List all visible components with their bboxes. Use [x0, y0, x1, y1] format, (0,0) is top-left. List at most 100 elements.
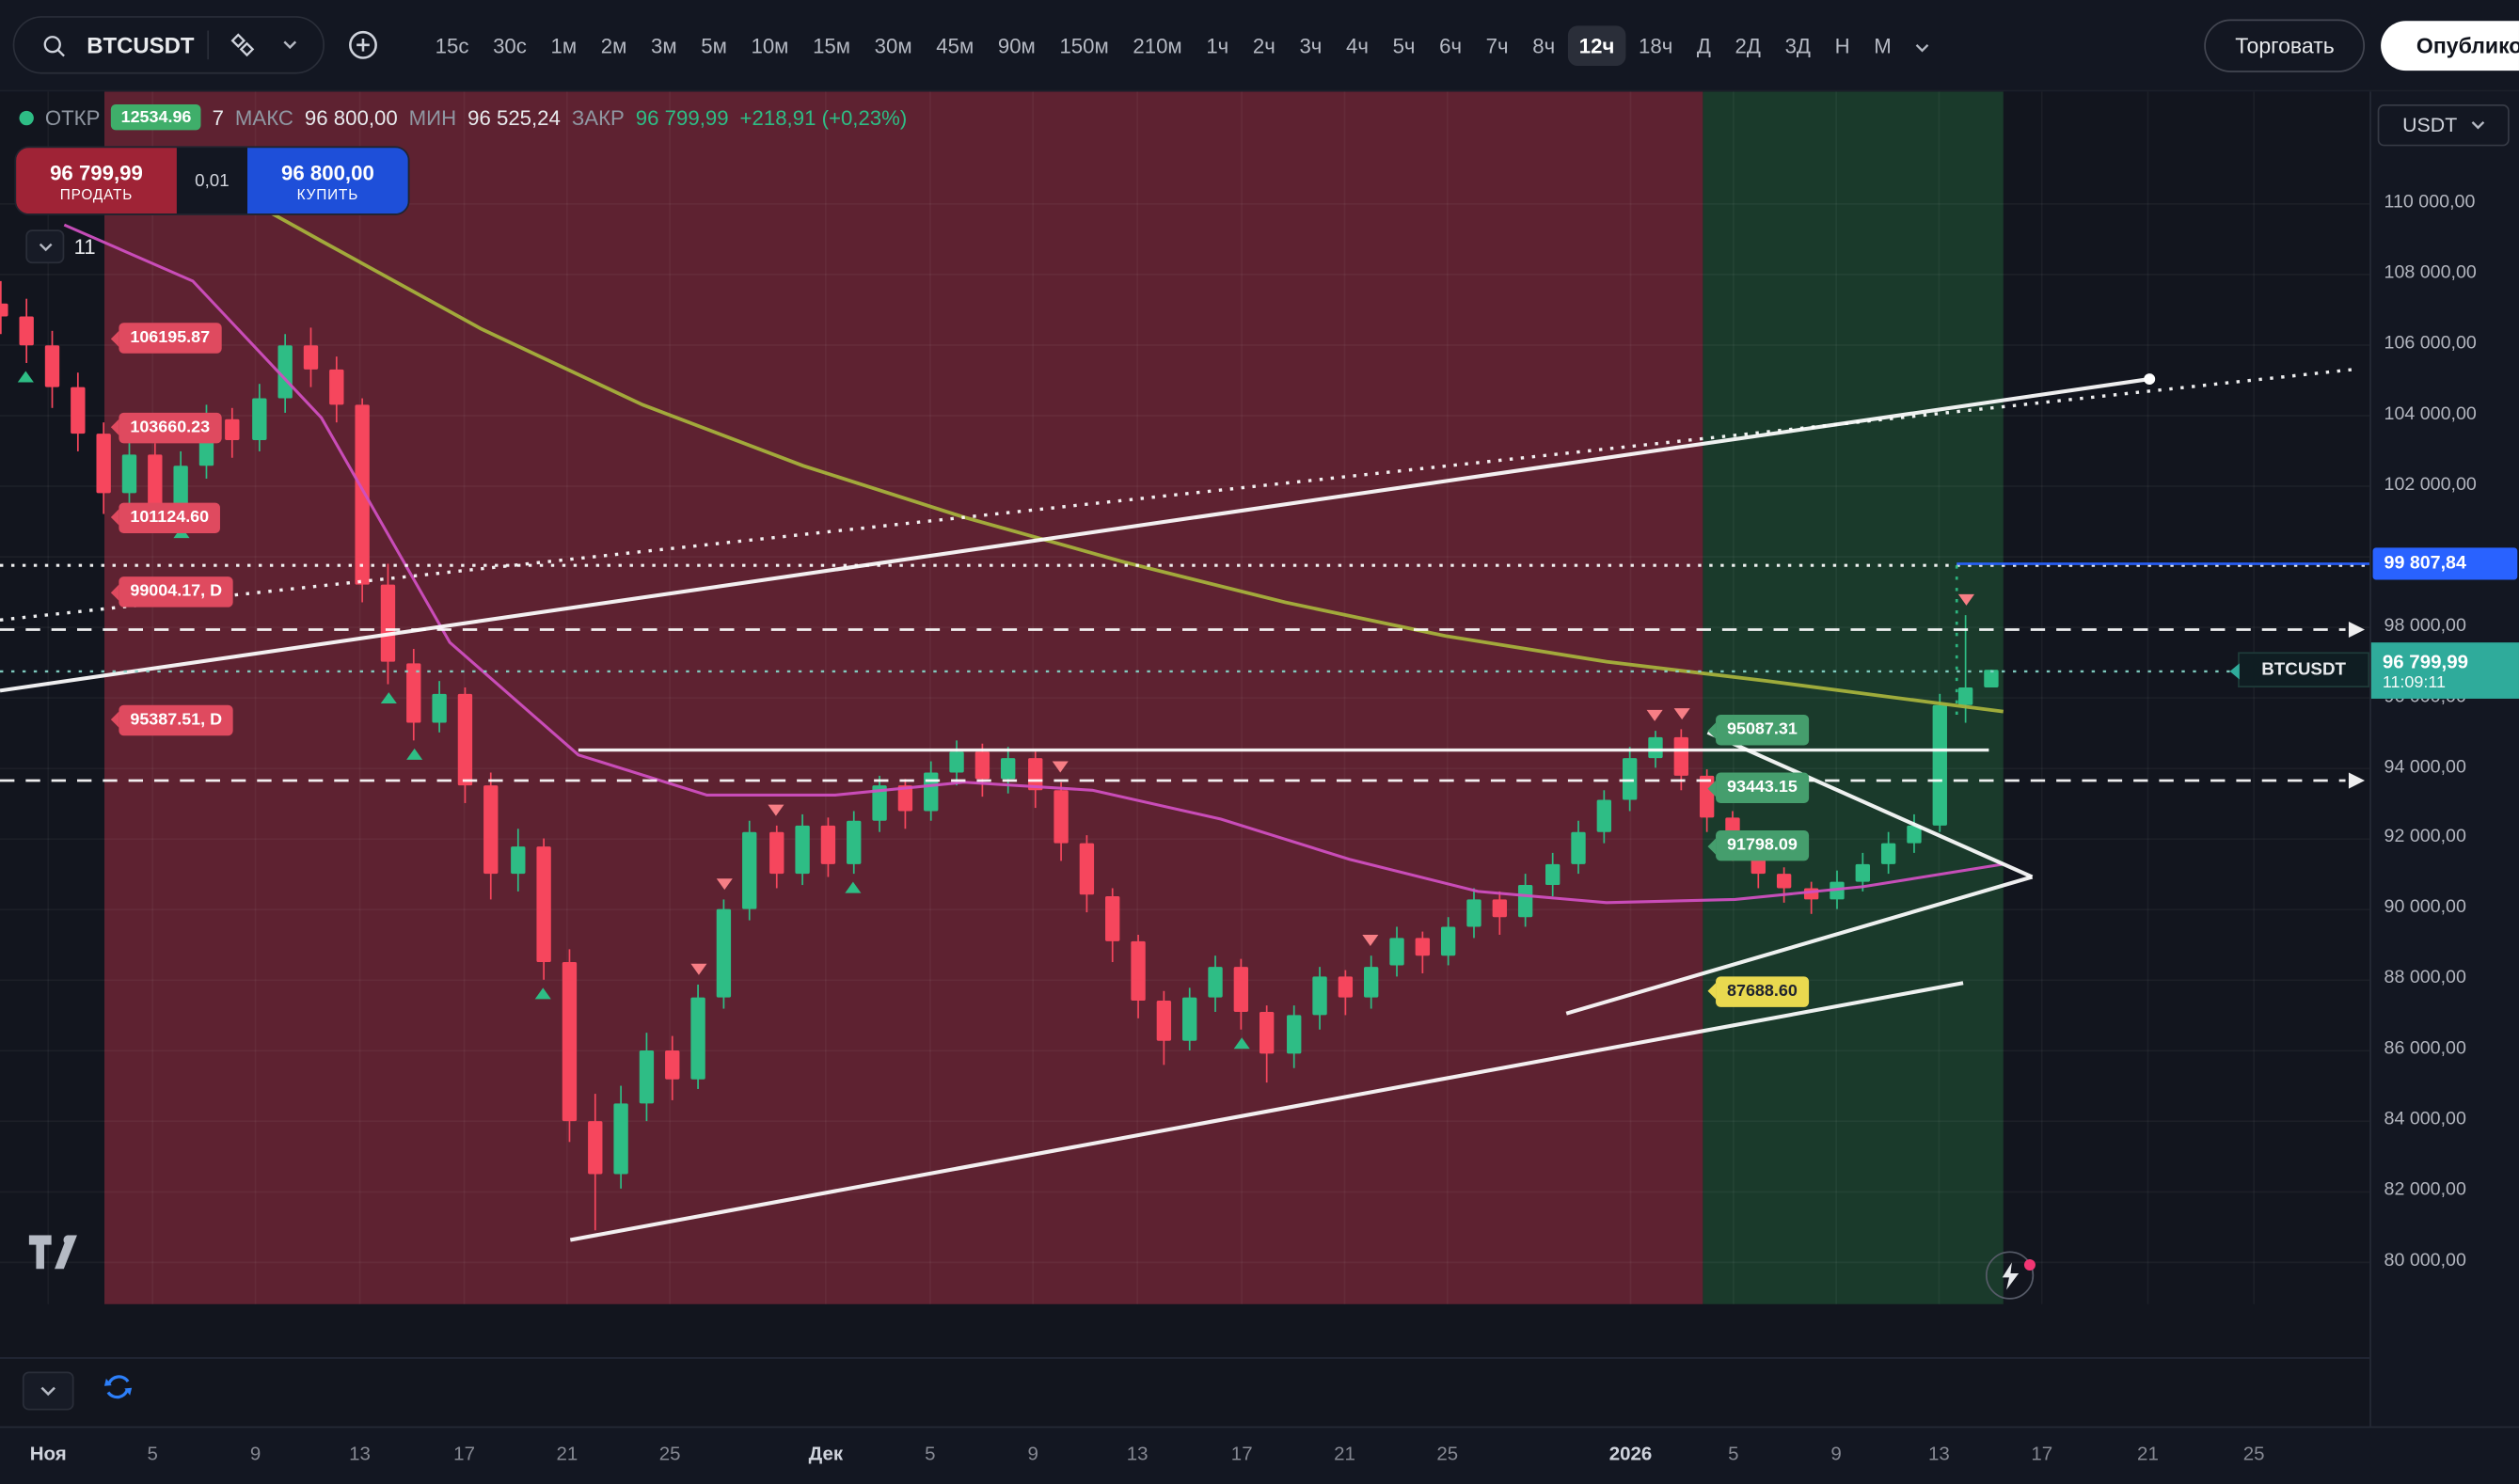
- currency-dropdown[interactable]: USDT: [2377, 104, 2510, 147]
- buy-price: 96 800,00: [281, 159, 374, 184]
- ohlc-legend[interactable]: ОТКР 12534.96 7 МАКС 96 800,00 МИН 96 52…: [19, 104, 908, 131]
- price-level-tag[interactable]: 87688.60: [1707, 975, 1809, 1007]
- timeframe-5ч[interactable]: 5ч: [1382, 24, 1427, 65]
- price-level-tag[interactable]: 91798.09: [1707, 830, 1809, 861]
- quick-trade-lightning-icon[interactable]: [1985, 1251, 2036, 1300]
- timeframe-menu-chevron-icon[interactable]: [1904, 24, 1941, 65]
- price-alert-tag[interactable]: 106195.87: [110, 323, 222, 354]
- timeframe-3м[interactable]: 3м: [640, 24, 689, 65]
- timeframe-5м[interactable]: 5м: [689, 24, 738, 65]
- timeframe-45м[interactable]: 45м: [925, 24, 985, 65]
- pane-separator[interactable]: [0, 1357, 2370, 1359]
- timeframe-6ч[interactable]: 6ч: [1428, 24, 1473, 65]
- timeframe-90м[interactable]: 90м: [987, 24, 1047, 65]
- candle: [1466, 898, 1482, 927]
- add-symbol-icon[interactable]: [341, 23, 386, 68]
- current-price-symbol-chip: BTCUSDT: [2229, 652, 2370, 687]
- time-axis-label: 17: [1230, 1442, 1253, 1465]
- timeframe-2Д[interactable]: 2Д: [1724, 24, 1772, 65]
- time-axis-label: Дек: [808, 1442, 844, 1465]
- buy-button[interactable]: 96 800,00 КУПИТЬ: [247, 148, 408, 214]
- change-value: +218,91 (+0,23%): [739, 104, 908, 130]
- collapse-chevron-icon[interactable]: [25, 229, 65, 264]
- price-alert-tag[interactable]: 99004.17, D: [110, 576, 234, 608]
- time-axis[interactable]: Ноя 5 9 13 17 21 25 Дек 5 9 13 17 21 25 2026 5 9 13 17 21 25: [0, 1426, 2519, 1484]
- timeframe-3ч[interactable]: 3ч: [1288, 24, 1333, 65]
- sell-button[interactable]: 96 799,99 ПРОДАТЬ: [16, 148, 177, 214]
- timeframe-3Д[interactable]: 3Д: [1774, 24, 1822, 65]
- time-axis-label: 2026: [1608, 1442, 1653, 1465]
- object-tree-tray: 11: [25, 229, 96, 264]
- open-label: ОТКР: [44, 104, 101, 130]
- timeframe-18ч[interactable]: 18ч: [1627, 24, 1684, 65]
- price-alert-tag[interactable]: 103660.23: [110, 412, 222, 444]
- bottom-widgets: [22, 1371, 134, 1411]
- refresh-icon[interactable]: [103, 1372, 133, 1411]
- trade-button[interactable]: Торговать: [2204, 18, 2366, 72]
- low-value: 96 525,24: [467, 104, 561, 130]
- header-actions: Торговать Опублико: [2204, 18, 2519, 72]
- low-label: МИН: [408, 104, 457, 130]
- timeframe-15м[interactable]: 15м: [801, 24, 862, 65]
- time-axis-label: 13: [1126, 1442, 1149, 1465]
- price-level-tag[interactable]: 93443.15: [1707, 772, 1809, 804]
- search-icon[interactable]: [34, 24, 74, 65]
- timeframe-210м[interactable]: 210м: [1121, 24, 1193, 65]
- timeframe-7ч[interactable]: 7ч: [1475, 24, 1520, 65]
- timeframe-1м[interactable]: 1м: [540, 24, 589, 65]
- timeframe-1ч[interactable]: 1ч: [1195, 24, 1240, 65]
- current-price-value: 96 799,99: [2382, 649, 2469, 672]
- current-price-label: 96 799,99 11:09:11: [2370, 642, 2519, 699]
- open-panel-chevron-icon[interactable]: [22, 1371, 74, 1411]
- bar-countdown: 11:09:11: [2382, 671, 2446, 692]
- high-label: МАКС: [234, 104, 293, 130]
- price-tick-label: 102 000,00: [2384, 475, 2477, 495]
- price-tick-label: 90 000,00: [2384, 898, 2466, 918]
- symbol-name[interactable]: BTCUSDT: [87, 32, 195, 58]
- timeframe-12ч[interactable]: 12ч: [1567, 24, 1626, 66]
- time-axis-label: 9: [1027, 1442, 1038, 1465]
- timeframe-Н[interactable]: Н: [1824, 24, 1862, 65]
- compare-symbol-icon[interactable]: [222, 24, 263, 66]
- price-tick-label: 110 000,00: [2384, 192, 2476, 213]
- price-alert-tag[interactable]: 95387.51, D: [110, 703, 234, 735]
- time-axis-label: 25: [658, 1442, 681, 1465]
- timeframe-8ч[interactable]: 8ч: [1521, 24, 1566, 65]
- tradingview-logo[interactable]: [28, 1235, 87, 1280]
- alert-price-label[interactable]: 99 807,84: [2372, 547, 2518, 580]
- timeframe-М[interactable]: М: [1862, 24, 1902, 65]
- close-value: 96 799,99: [635, 104, 729, 130]
- high-value: 96 800,00: [304, 104, 398, 130]
- timeframe-30с[interactable]: 30с: [482, 24, 538, 65]
- time-axis-label: 21: [556, 1442, 578, 1465]
- notification-dot: [2023, 1258, 2036, 1271]
- price-tick-label: 92 000,00: [2384, 828, 2466, 847]
- chart-pane[interactable]: 106195.87 103660.23 101124.60 99004.17, D 95…: [0, 91, 2370, 1427]
- timeframe-4ч[interactable]: 4ч: [1335, 24, 1380, 65]
- publish-button[interactable]: Опублико: [2381, 20, 2519, 71]
- chevron-down-icon[interactable]: [277, 34, 304, 56]
- price-tick-label: 104 000,00: [2384, 404, 2477, 424]
- price-tick-label: 98 000,00: [2384, 616, 2466, 636]
- timeframe-Д[interactable]: Д: [1686, 24, 1722, 65]
- timeframe-30м[interactable]: 30м: [863, 24, 924, 65]
- timeframe-10м[interactable]: 10м: [740, 24, 800, 65]
- market-status-dot: [19, 109, 34, 125]
- timeframe-2м[interactable]: 2м: [590, 24, 639, 65]
- price-axis[interactable]: 110 000,00 108 000,00 106 000,00 104 000,00…: [2369, 91, 2519, 1427]
- time-axis-label: 5: [925, 1442, 936, 1465]
- time-axis-label: 21: [2137, 1442, 2159, 1465]
- price-alert-tag[interactable]: 101124.60: [110, 501, 221, 533]
- candle: [1389, 938, 1404, 967]
- timeframe-150м[interactable]: 150м: [1048, 24, 1119, 65]
- price-tick-label: 88 000,00: [2384, 969, 2466, 988]
- timeframe-15с[interactable]: 15с: [424, 24, 481, 65]
- time-axis-label: Ноя: [29, 1442, 67, 1465]
- order-panel: 96 799,99 ПРОДАТЬ 0,01 96 800,00 КУПИТЬ: [16, 148, 408, 214]
- time-axis-label: 17: [2031, 1442, 2053, 1465]
- close-label: ЗАКР: [571, 104, 625, 130]
- price-level-tag[interactable]: 95087.31: [1707, 715, 1809, 746]
- drawing-value-tag[interactable]: 12534.96: [111, 104, 201, 131]
- timeframe-2ч[interactable]: 2ч: [1242, 24, 1287, 65]
